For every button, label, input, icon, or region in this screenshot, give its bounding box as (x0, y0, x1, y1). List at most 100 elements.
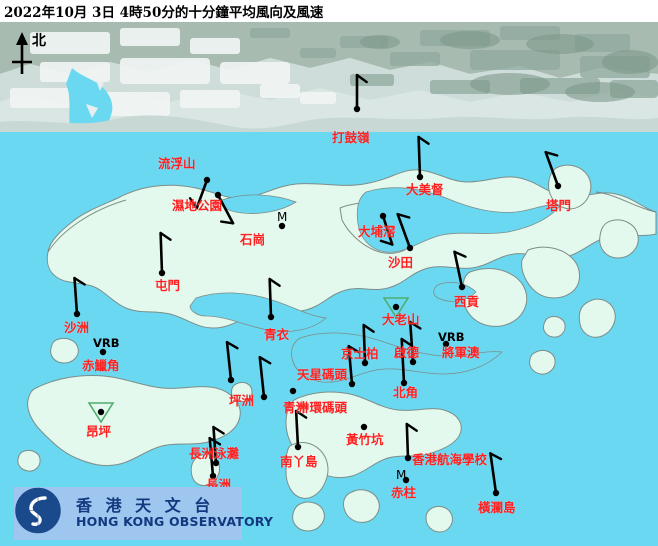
station-marker[interactable] (396, 212, 414, 252)
station-marker[interactable] (158, 231, 172, 277)
wind-barb-shaft (405, 422, 410, 460)
station-dot-icon (227, 376, 235, 384)
wind-barb-feather (362, 323, 375, 333)
missing-data-label: M (396, 468, 407, 482)
station-marker[interactable] (404, 422, 418, 462)
station-marker[interactable] (294, 409, 308, 451)
station-name-label: 西貢 (454, 294, 480, 309)
po-toi-island (425, 505, 453, 533)
station-marker[interactable] (544, 150, 562, 190)
station-marker[interactable] (382, 297, 410, 319)
wind-barb-shaft (208, 436, 215, 478)
station-marker[interactable] (188, 176, 211, 210)
station-dot-icon (442, 340, 450, 348)
station-name-label: 中環碼頭 (297, 400, 348, 415)
wind-barb-feather (544, 150, 559, 157)
station-dot-icon (209, 472, 217, 480)
east-islet (529, 349, 556, 375)
wind-barb-shaft (216, 193, 235, 225)
highland-station-triangle-icon (87, 402, 115, 424)
station-marker[interactable] (99, 348, 107, 356)
new-territories-landmass (46, 169, 657, 329)
wind-barb-feather (400, 337, 413, 347)
station-dot-icon (400, 379, 408, 387)
station-dot-icon (360, 423, 368, 431)
wind-barb-feather (396, 212, 411, 219)
victoria-harbour-water (291, 332, 503, 383)
variable-wind-label: VRB (438, 330, 465, 344)
station-marker[interactable] (353, 73, 368, 113)
station-marker[interactable] (267, 277, 281, 321)
wind-barb-feather (294, 409, 308, 419)
station-dot-icon (212, 459, 220, 467)
station-name-label: 黃竹坑 (346, 432, 384, 447)
station-marker[interactable] (212, 425, 225, 467)
station-name-label: 屯門 (155, 278, 181, 293)
station-name-label: 大埔滘 (358, 224, 396, 239)
station-marker[interactable] (225, 340, 239, 384)
station-marker[interactable] (402, 476, 410, 484)
logo-name-en: HONG KONG OBSERVATORY (76, 514, 274, 529)
station-dot-icon (267, 313, 275, 321)
north-arrow: 北 (6, 28, 66, 80)
station-marker[interactable] (289, 387, 297, 395)
lantau-island (27, 375, 241, 467)
tap-mun-island (521, 246, 580, 299)
station-dot-icon (361, 359, 369, 367)
north-label: 北 (32, 33, 46, 49)
station-marker[interactable] (208, 436, 222, 480)
station-marker[interactable] (453, 250, 467, 291)
map-basemap (0, 22, 658, 546)
wind-barb-feather (73, 276, 86, 286)
station-marker[interactable] (73, 276, 86, 318)
station-marker[interactable] (361, 323, 375, 367)
soko-islet (50, 337, 79, 364)
station-name-label: 京士柏 (341, 346, 379, 361)
station-marker[interactable] (214, 191, 235, 225)
station-dot-icon (492, 489, 500, 497)
station-dot-icon (260, 393, 268, 401)
station-marker[interactable] (360, 423, 368, 431)
station-marker[interactable] (258, 355, 272, 401)
station-marker[interactable] (347, 344, 361, 388)
station-dot-icon (409, 358, 417, 366)
tolo-harbour-water (356, 187, 561, 253)
station-marker[interactable] (400, 337, 413, 387)
station-name-label: 北角 (393, 385, 419, 400)
station-marker[interactable] (408, 320, 422, 366)
mainland-terrain-layer (0, 22, 658, 132)
station-dot-icon (294, 443, 302, 451)
station-marker[interactable] (278, 222, 286, 230)
wind-barb-shaft (396, 212, 412, 250)
wind-barb-feather (219, 220, 235, 225)
wind-barb-feather (208, 436, 222, 446)
station-marker[interactable] (379, 212, 394, 246)
missing-data-label: M (277, 210, 288, 224)
wind-barb-feather (268, 277, 281, 287)
highland-station-triangle-icon (382, 297, 410, 319)
wind-barb-feather (188, 197, 198, 210)
station-name-label: 赤柱 (391, 485, 417, 500)
map-canvas[interactable]: 北 打鼓嶺 流浮山 濕地公園 大美督 塔門 石崗 M 大埔滘 沙田 屯門 西貢 沙洲 赤鱲角 VRB 大老山… (0, 22, 658, 546)
wind-barb-shaft (159, 231, 164, 275)
station-name-label: 啟德 (394, 345, 420, 360)
wind-barb-shaft (73, 276, 79, 316)
station-dot-icon (97, 408, 105, 416)
station-name-label: 大老山 (382, 312, 420, 327)
station-marker[interactable] (489, 452, 503, 497)
station-marker[interactable] (416, 135, 430, 181)
south-islet (343, 489, 380, 523)
station-name-label: 天星碼頭 (297, 367, 348, 382)
peng-chau-island (231, 381, 253, 403)
wind-barb-shaft (212, 425, 218, 465)
wind-barb-feather (405, 422, 418, 432)
station-marker[interactable] (87, 402, 115, 424)
station-marker[interactable] (442, 340, 450, 348)
east-islet-2 (543, 315, 566, 338)
station-name-label: 濕地公園 (172, 198, 223, 213)
station-name-label: 塔門 (546, 198, 572, 213)
station-dot-icon (278, 222, 286, 230)
rambler-channel-water (189, 292, 327, 332)
wind-barb-shaft (408, 320, 415, 364)
station-name-label: 坪洲 (229, 393, 255, 408)
